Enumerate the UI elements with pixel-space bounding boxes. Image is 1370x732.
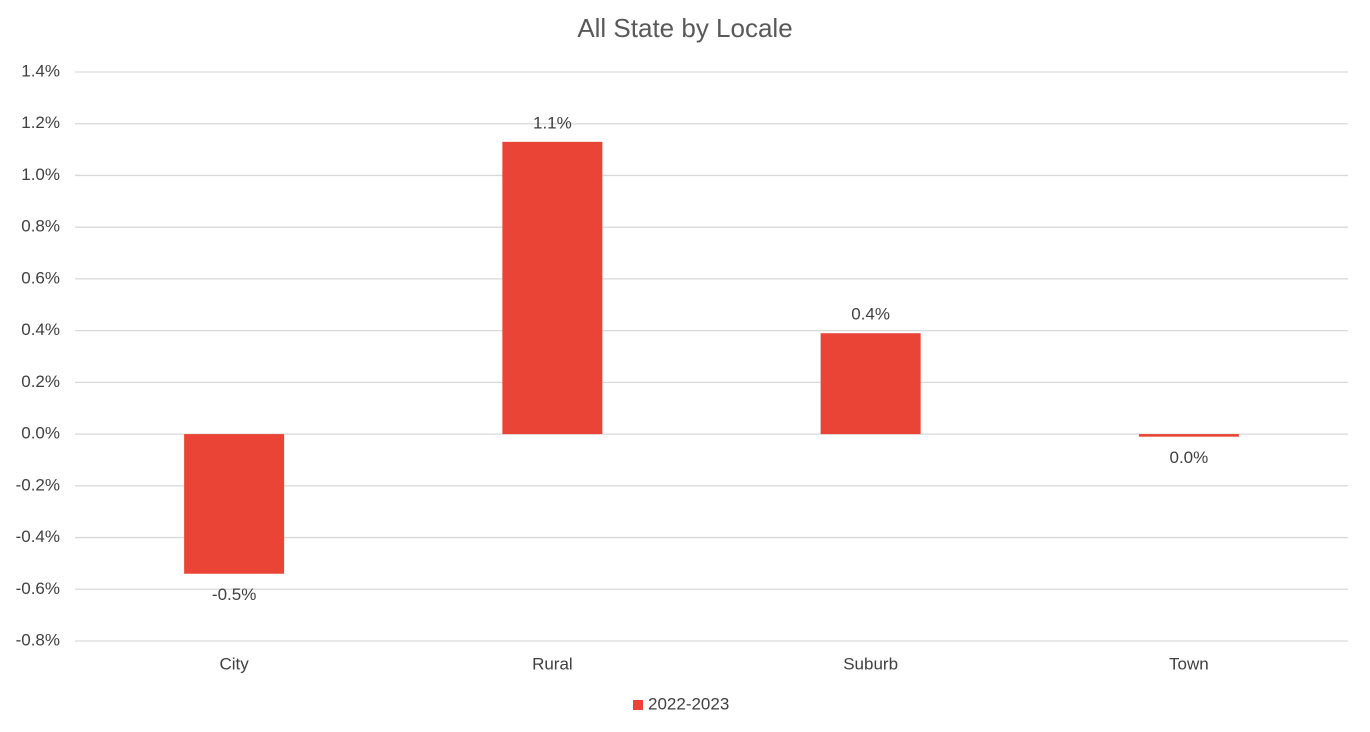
bar (184, 434, 285, 574)
y-tick-label: 1.4% (21, 61, 60, 80)
y-tick-label: 0.6% (21, 268, 60, 287)
bar (820, 333, 921, 435)
y-tick-label: 1.2% (21, 113, 60, 132)
y-tick-label: -0.8% (16, 630, 60, 649)
legend-label: 2022-2023 (648, 694, 729, 713)
data-label: 0.0% (1170, 448, 1209, 467)
x-tick-label: Rural (532, 654, 573, 673)
y-tick-label: 0.8% (21, 217, 60, 236)
y-tick-label: -0.2% (16, 475, 60, 494)
chart-title: All State by Locale (577, 13, 792, 43)
bar (502, 141, 603, 435)
data-label: 1.1% (533, 113, 572, 132)
y-tick-label: -0.6% (16, 579, 60, 598)
y-tick-label: -0.4% (16, 527, 60, 546)
x-tick-label: Town (1169, 654, 1209, 673)
legend-swatch (633, 700, 643, 710)
y-tick-label: 0.2% (21, 372, 60, 391)
x-tick-label: Suburb (843, 654, 898, 673)
x-tick-label: City (219, 654, 249, 673)
y-tick-label: 1.0% (21, 165, 60, 184)
data-label: -0.5% (212, 585, 256, 604)
data-label: 0.4% (851, 305, 890, 324)
y-tick-label: 0.0% (21, 424, 60, 443)
y-tick-label: 0.4% (21, 320, 60, 339)
bar (1138, 434, 1239, 437)
